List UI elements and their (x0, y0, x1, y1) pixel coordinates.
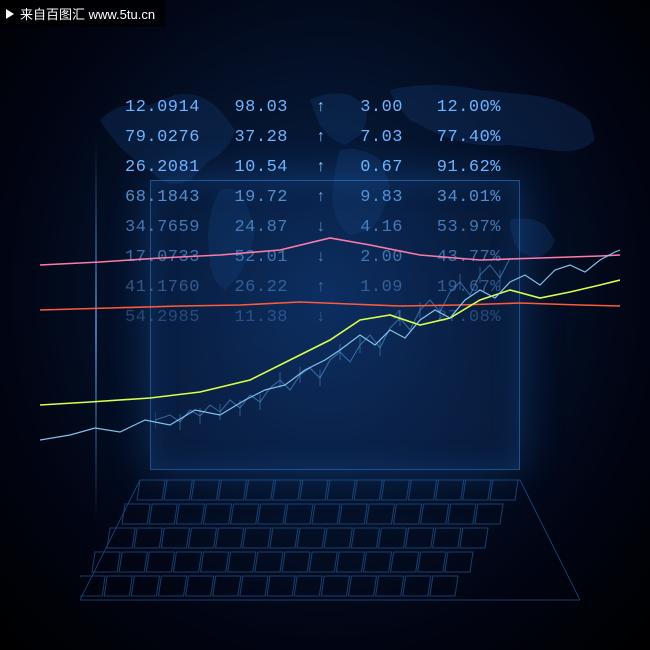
cell-value: 9.83 (358, 188, 403, 207)
cell-value: 52.01 (233, 248, 288, 267)
cell-value: 11.38 (233, 308, 288, 327)
cell-value: 2.00 (358, 248, 403, 267)
data-row: 68.1843 19.72 ↑ 9.83 34.01% (125, 185, 545, 209)
cell-percent: 19.67% (431, 278, 501, 297)
data-row: 54.2985 11.38 ↓ 4 27.08% (125, 305, 545, 329)
cell-value: 0.67 (358, 158, 403, 177)
play-icon (6, 9, 14, 19)
arrow-icon: ↑ (316, 278, 330, 296)
cell-value: 12.0914 (125, 98, 205, 117)
cell-value: 34.7659 (125, 218, 205, 237)
cell-value: 24.87 (233, 218, 288, 237)
arrow-icon: ↓ (316, 218, 330, 236)
data-row: 17.0733 52.01 ↓ 2.00 43.77% (125, 245, 545, 269)
data-row: 41.1760 26.22 ↑ 1.09 19.67% (125, 275, 545, 299)
data-row: 26.2081 10.54 ↑ 0.67 91.62% (125, 155, 545, 179)
cell-value: 3.00 (358, 98, 403, 117)
cell-value: 19.72 (233, 188, 288, 207)
cell-value: 7.03 (358, 128, 403, 147)
stock-data-table: 12.0914 98.03 ↑ 3.00 12.00% 79.0276 37.28 ↑ 7.03… (125, 95, 545, 335)
cell-value: 4 (358, 308, 403, 327)
cell-percent: 53.97% (431, 218, 501, 237)
cell-value: 26.22 (233, 278, 288, 297)
cell-value: 4.16 (358, 218, 403, 237)
cell-percent: 12.00% (431, 98, 501, 117)
arrow-icon: ↓ (316, 308, 330, 326)
holographic-keyboard (80, 470, 580, 610)
cell-value: 98.03 (233, 98, 288, 117)
cell-value: 26.2081 (125, 158, 205, 177)
watermark-text: 来自百图汇 www.5tu.cn (20, 4, 155, 23)
cell-percent: 77.40% (431, 128, 501, 147)
watermark-bar: 来自百图汇 www.5tu.cn (0, 0, 165, 27)
arrow-icon: ↑ (316, 158, 330, 176)
data-row: 12.0914 98.03 ↑ 3.00 12.00% (125, 95, 545, 119)
cell-value: 37.28 (233, 128, 288, 147)
arrow-icon: ↑ (316, 98, 330, 116)
arrow-icon: ↑ (316, 128, 330, 146)
cell-value: 10.54 (233, 158, 288, 177)
data-row: 79.0276 37.28 ↑ 7.03 77.40% (125, 125, 545, 149)
cell-percent: 34.01% (431, 188, 501, 207)
cell-value: 17.0733 (125, 248, 205, 267)
cell-percent: 91.62% (431, 158, 501, 177)
cell-percent: 27.08% (431, 308, 501, 327)
cell-value: 41.1760 (125, 278, 205, 297)
cell-value: 1.09 (358, 278, 403, 297)
cell-value: 79.0276 (125, 128, 205, 147)
vertical-glow-accent (95, 140, 97, 520)
arrow-icon: ↓ (316, 248, 330, 266)
cell-value: 68.1843 (125, 188, 205, 207)
cell-percent: 43.77% (431, 248, 501, 267)
cell-value: 54.2985 (125, 308, 205, 327)
data-row: 34.7659 24.87 ↓ 4.16 53.97% (125, 215, 545, 239)
arrow-icon: ↑ (316, 188, 330, 206)
